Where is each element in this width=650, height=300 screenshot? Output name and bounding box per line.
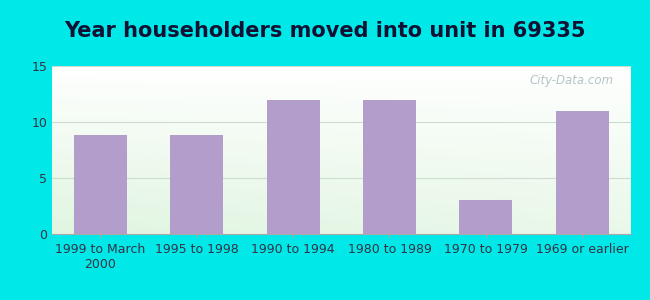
Text: Year householders moved into unit in 69335: Year householders moved into unit in 693… (64, 21, 586, 41)
Bar (460, 200, 512, 234)
Text: City-Data.com: City-Data.com (529, 74, 613, 87)
Bar (170, 135, 223, 234)
Bar (363, 100, 416, 234)
Bar (556, 111, 609, 234)
Bar (266, 100, 320, 234)
Bar (73, 135, 127, 234)
